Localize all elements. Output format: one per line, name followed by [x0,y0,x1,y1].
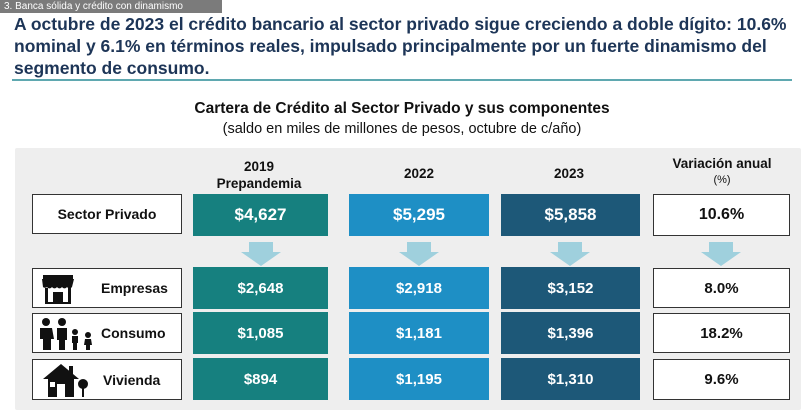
store-icon [42,275,74,304]
row-label-consumo: Consumo [32,313,182,353]
chart-subtitle: (saldo en miles de millones de pesos, oc… [222,121,582,137]
cell-sector-2022: $5,295 [349,194,489,236]
house-icon [43,364,88,397]
cell-empresas-variation: 8.0% [653,268,790,308]
empresas-label: Empresas [101,280,168,296]
column-header-2023: 2023 [553,166,585,181]
cell-vivienda-2019: $894 [193,358,328,400]
cell-sector-2023: $5,858 [501,194,640,236]
cell-sector-2019: $4,627 [193,194,328,236]
down-arrow-2022 [399,242,439,266]
vivienda-label: Vivienda [103,371,161,388]
row-label-vivienda: Vivienda [32,359,182,400]
variation-unit: (%) [713,174,731,186]
headline: A octubre de 2023 el crédito bancario al… [14,14,787,78]
cell-vivienda-2023: $1,310 [501,358,640,400]
cell-empresas-2019: $2,648 [193,267,328,309]
row-label-sector-privado: Sector Privado [32,194,182,234]
column-header-2019: 2019 Prepandemia [216,159,302,191]
variation-label: Variación anual [672,156,772,171]
consumo-label: Consumo [101,325,166,341]
cell-vivienda-variation: 9.6% [653,359,790,400]
cell-sector-variation: 10.6% [653,194,790,236]
cell-vivienda-2022: $1,195 [349,358,489,400]
cell-consumo-2019: $1,085 [193,312,328,354]
cell-consumo-2023: $1,396 [501,312,640,354]
down-arrow-2019 [241,242,281,266]
column-header-2022: 2022 [403,166,435,181]
section-tag: 3. Banca sólida y crédito con dinamismo [0,0,222,13]
sector-privado-label: Sector Privado [57,206,157,222]
cell-consumo-variation: 18.2% [653,313,790,353]
cell-empresas-2022: $2,918 [349,267,489,309]
down-arrow-2023 [550,242,590,266]
column-header-variation: Variación anual (%) [652,155,792,189]
cell-consumo-2022: $1,181 [349,312,489,354]
family-icon [40,318,92,350]
down-arrow-variation [701,242,741,266]
row-label-empresas: Empresas [32,268,182,308]
headline-divider [12,79,792,81]
cell-empresas-2023: $3,152 [501,267,640,309]
chart-title: Cartera de Crédito al Sector Privado y s… [194,100,610,117]
